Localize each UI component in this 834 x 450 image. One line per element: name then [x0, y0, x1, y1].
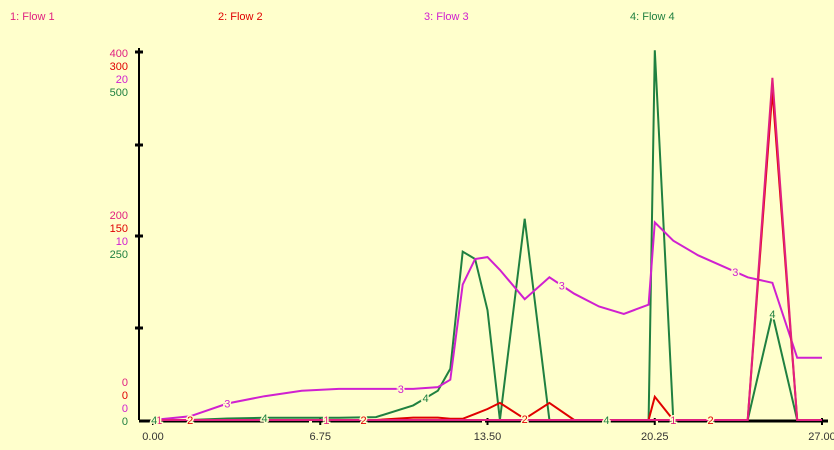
y-tick-label: 0 — [122, 390, 128, 402]
y-tick-label: 0 — [122, 377, 128, 389]
series-marker: 1 — [670, 415, 676, 427]
y-axis-labels: 400 200 0 300 150 0 20 10 0 500 250 0 — [110, 48, 128, 428]
series-marker: 3 — [559, 280, 565, 292]
x-tick-label: 13.50 — [474, 431, 502, 443]
series-line — [152, 220, 822, 421]
series-marker: 1 — [156, 415, 162, 427]
x-tick-label: 6.75 — [310, 431, 331, 443]
series-marker: 3 — [224, 399, 230, 411]
series-markers: 1 1 1 2 2 2 2 3 3 3 3 4 4 4 4 4 — [150, 265, 777, 428]
series-marker: 3 — [398, 384, 404, 396]
series-marker: 2 — [361, 415, 367, 427]
y-tick-label: 400 — [110, 48, 128, 60]
y-tick-label: 0 — [122, 416, 128, 428]
x-tick-label: 20.25 — [641, 431, 669, 443]
y-tick-label: 10 — [116, 236, 128, 248]
y-tick-label: 300 — [110, 61, 128, 73]
y-tick-label: 500 — [110, 87, 128, 99]
x-tick-label: 0.00 — [142, 431, 163, 443]
legend-item: 4: Flow 4 — [630, 11, 675, 23]
legend-item: 3: Flow 3 — [424, 11, 469, 23]
series-marker: 4 — [151, 415, 157, 427]
series-line — [153, 77, 822, 421]
series-line — [153, 50, 822, 421]
series-marker: 4 — [769, 309, 775, 321]
x-tick-label: 27.00 — [808, 431, 834, 443]
y-tick-label: 20 — [116, 74, 128, 86]
legend-item: 1: Flow 1 — [10, 11, 55, 23]
series-marker: 2 — [522, 414, 528, 426]
y-tick-label: 200 — [110, 210, 128, 222]
legend: 1: Flow 1 2: Flow 2 3: Flow 3 4: Flow 4 — [10, 11, 675, 23]
series-line — [153, 90, 822, 421]
series-marker: 4 — [603, 415, 609, 427]
y-axis-ticks — [135, 50, 143, 330]
series-marker: 4 — [261, 413, 267, 425]
series-marker: 2 — [707, 415, 713, 427]
series-marker: 2 — [187, 415, 193, 427]
series-lines — [152, 50, 822, 421]
legend-item: 2: Flow 2 — [218, 11, 263, 23]
axes: 0.00 6.75 13.50 20.25 27.00 — [135, 48, 834, 443]
y-tick-label: 150 — [110, 223, 128, 235]
y-tick-label: 0 — [122, 403, 128, 415]
series-marker: 4 — [422, 393, 428, 405]
series-marker: 1 — [323, 415, 329, 427]
y-tick-label: 250 — [110, 249, 128, 261]
series-marker: 3 — [732, 267, 738, 279]
